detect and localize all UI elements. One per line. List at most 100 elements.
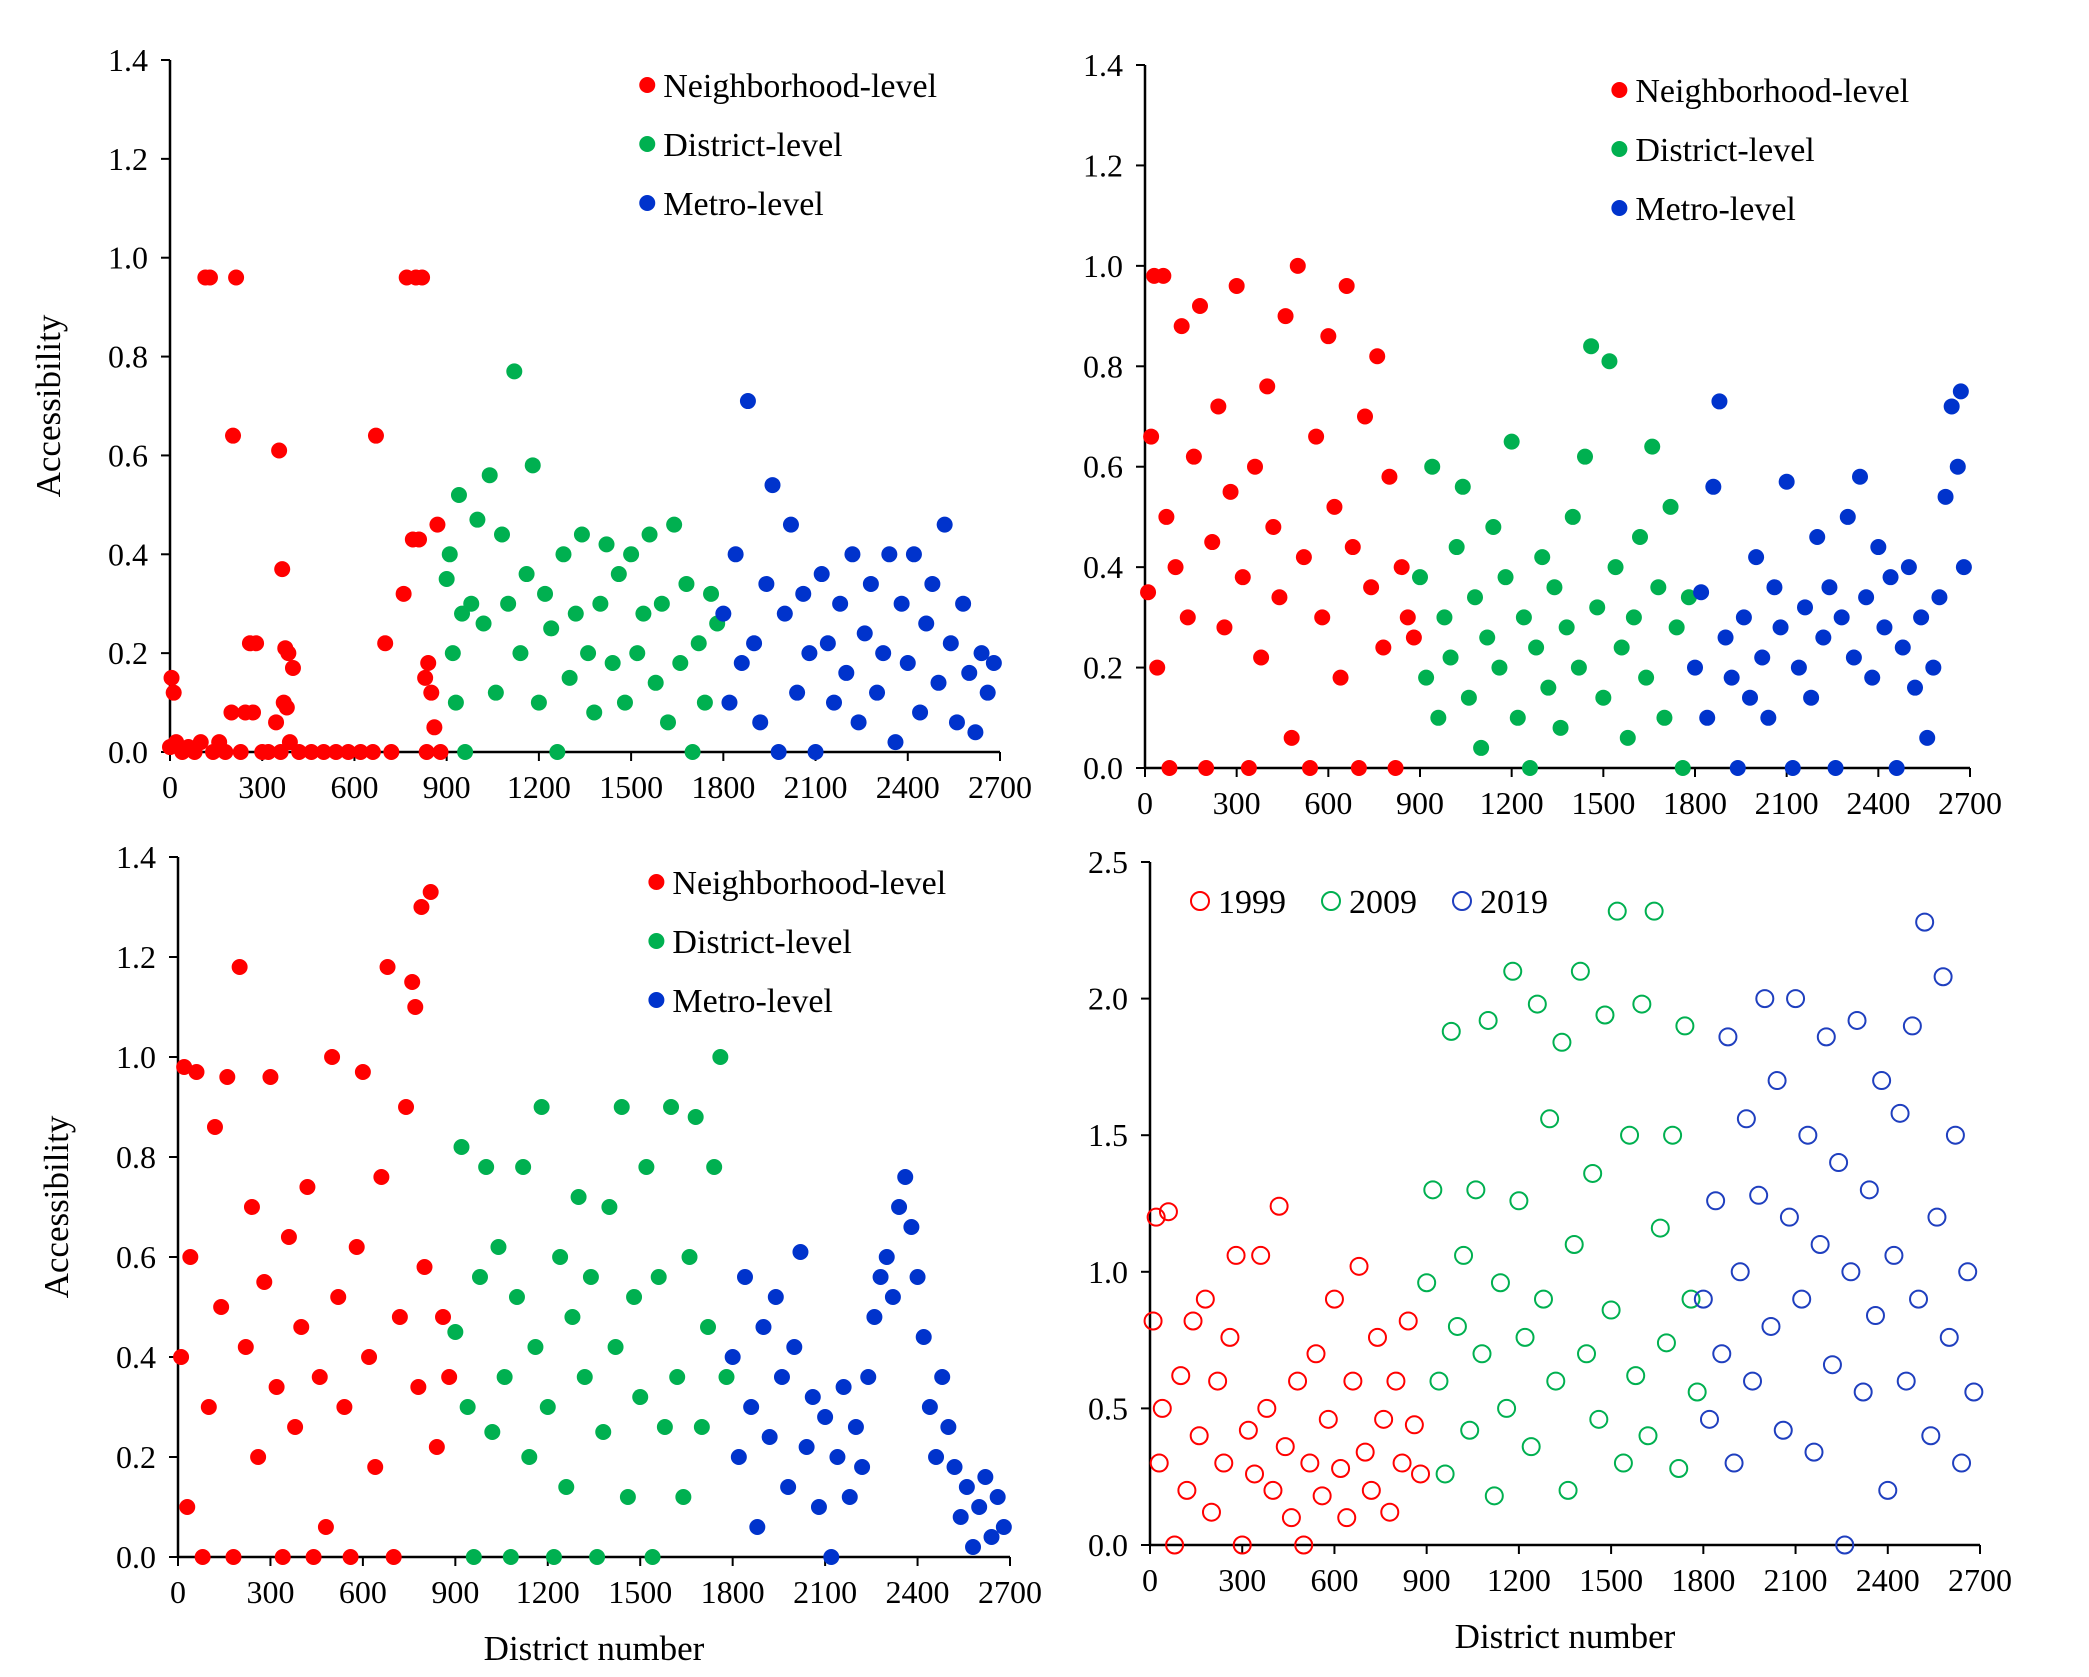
data-point — [1815, 629, 1832, 646]
data-point — [1216, 619, 1233, 636]
data-point — [1490, 1273, 1510, 1293]
data-point — [1845, 649, 1862, 666]
data-point — [1271, 589, 1288, 606]
data-point — [537, 585, 554, 602]
data-point — [395, 585, 412, 602]
data-point — [1143, 428, 1160, 445]
data-point — [1158, 1202, 1178, 1222]
data-point — [838, 664, 855, 681]
legend-marker — [648, 874, 665, 890]
data-point — [545, 1549, 562, 1565]
data-point — [1625, 609, 1642, 626]
data-point — [364, 744, 381, 760]
data-point — [832, 595, 849, 612]
x-tick-label: 1500 — [1571, 785, 1635, 821]
data-point — [1357, 408, 1373, 425]
legend-label: 2019 — [1480, 884, 1548, 921]
data-point — [1601, 353, 1618, 370]
legend-marker — [1452, 891, 1472, 911]
x-tick-label: 300 — [238, 769, 286, 805]
data-point — [367, 1459, 384, 1475]
y-tick-label: 1.2 — [1083, 147, 1123, 183]
data-point — [718, 1369, 735, 1385]
data-point — [1515, 1327, 1535, 1347]
data-point — [601, 1199, 618, 1215]
data-point — [1675, 1016, 1695, 1036]
data-point — [1238, 1420, 1258, 1440]
data-point — [887, 734, 904, 751]
data-point — [1460, 689, 1477, 706]
data-point — [736, 1269, 753, 1285]
data-point — [377, 635, 394, 652]
data-point — [463, 595, 480, 612]
x-tick-label: 600 — [330, 769, 378, 805]
data-point — [287, 1419, 304, 1435]
data-point — [724, 1349, 741, 1365]
data-point — [1748, 549, 1765, 566]
y-tick-label: 1.2 — [108, 141, 148, 177]
data-point — [1355, 1442, 1375, 1462]
data-point — [1693, 1289, 1713, 1309]
data-point — [1222, 483, 1239, 500]
data-point — [1890, 1103, 1910, 1123]
data-point — [623, 546, 640, 563]
legend-marker — [1611, 82, 1628, 98]
data-point — [1515, 609, 1532, 626]
data-point — [1331, 1459, 1351, 1479]
data-point — [595, 1424, 612, 1440]
data-point — [1509, 709, 1526, 726]
legend-label: 2009 — [1349, 884, 1417, 921]
data-point — [447, 1324, 464, 1340]
data-point — [823, 1549, 840, 1565]
data-point — [961, 664, 978, 681]
data-point — [872, 1269, 889, 1285]
legend: Neighborhood-level District-level Metro-le… — [648, 865, 946, 1020]
data-point — [891, 1199, 908, 1215]
data-point — [1294, 1535, 1314, 1555]
data-point — [475, 615, 492, 632]
data-point — [1436, 609, 1453, 626]
data-point — [1650, 579, 1667, 596]
data-point — [219, 1069, 236, 1085]
data-point — [995, 1519, 1012, 1535]
data-point — [173, 1349, 190, 1365]
y-tick-label: 0.4 — [116, 1339, 156, 1375]
data-point — [1558, 1480, 1578, 1500]
data-point — [928, 1449, 945, 1465]
data-point — [1338, 277, 1355, 294]
data-point — [1435, 1464, 1455, 1484]
data-point — [899, 655, 916, 672]
data-point — [416, 1259, 433, 1275]
data-point — [1441, 1021, 1461, 1041]
data-point — [1735, 609, 1752, 626]
data-point — [672, 655, 689, 672]
data-point — [912, 704, 929, 721]
data-point — [1900, 559, 1917, 576]
data-point — [746, 635, 763, 652]
series-neighborhood-level — [162, 269, 449, 760]
data-point — [1656, 709, 1673, 726]
y-tick-label: 0.0 — [1083, 750, 1123, 786]
data-point — [201, 269, 218, 286]
data-point — [1405, 629, 1422, 646]
data-point — [635, 605, 652, 622]
data-point — [1650, 1218, 1670, 1238]
data-point — [1626, 1366, 1646, 1386]
data-point — [958, 1479, 975, 1495]
data-point — [1729, 760, 1746, 776]
data-point — [795, 585, 812, 602]
data-point — [1140, 584, 1157, 601]
data-point — [696, 694, 713, 711]
data-point — [206, 1119, 223, 1135]
y-tick-label: 1.0 — [1088, 1254, 1128, 1290]
data-point — [324, 1049, 341, 1065]
data-point — [348, 1239, 365, 1255]
y-tick-label: 1.4 — [116, 839, 156, 875]
data-point — [1442, 649, 1459, 666]
data-point — [1736, 1109, 1756, 1129]
data-point — [580, 645, 597, 662]
data-point — [700, 1319, 717, 1335]
data-point — [1913, 609, 1930, 626]
data-point — [1699, 1409, 1719, 1429]
